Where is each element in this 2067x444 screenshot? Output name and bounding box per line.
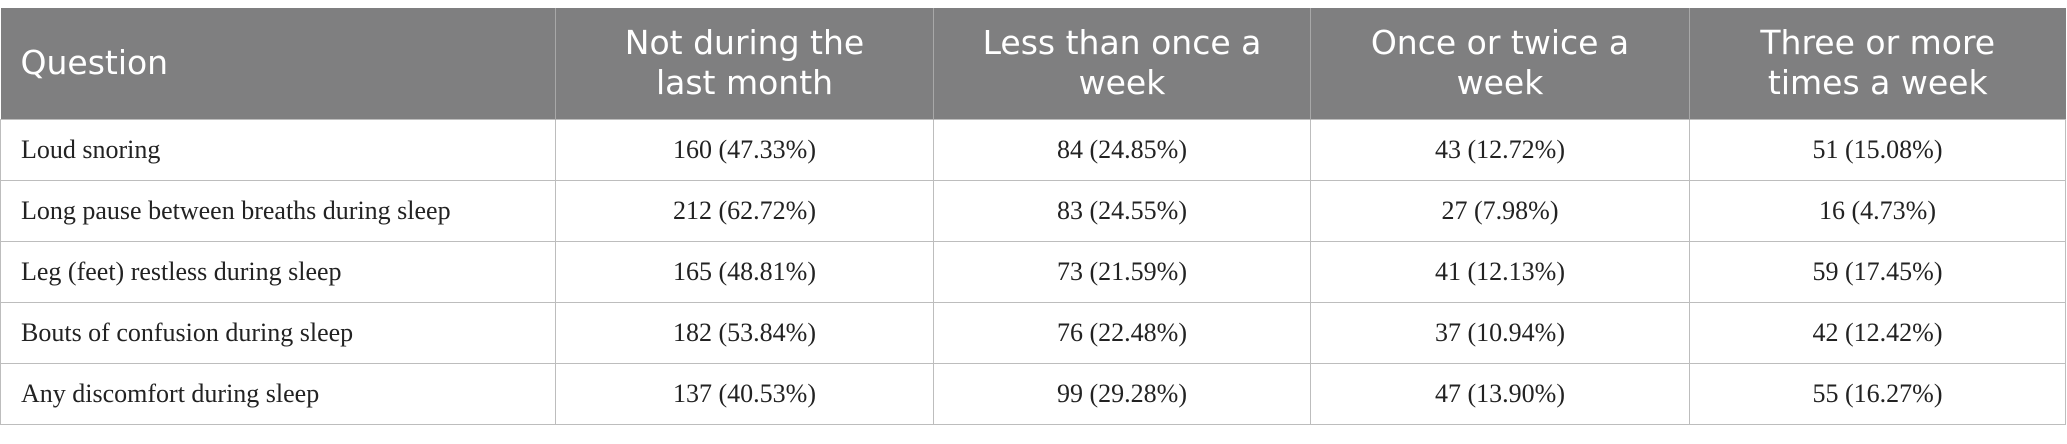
count-cell: 182 (53.84%) [555, 301, 934, 364]
count-cell: 59 (17.45%) [1689, 240, 2066, 303]
count-cell: 43 (12.72%) [1310, 118, 1690, 181]
data-table: Question Not during the last month Less th… [0, 8, 2066, 425]
table-row: Bouts of confusion during sleep 182 (53.8… [0, 301, 2066, 364]
count-cell: 160 (47.33%) [555, 118, 934, 181]
column-header: Once or twice a week [1310, 8, 1690, 119]
table-row: Long pause between breaths during sleep 2… [0, 179, 2066, 242]
question-cell: Long pause between breaths during sleep [0, 179, 556, 242]
question-cell: Any discomfort during sleep [0, 362, 556, 425]
column-header: Three or more times a week [1689, 8, 2066, 119]
table-head: Question Not during the last month Less th… [0, 8, 2066, 119]
column-header: Less than once a week [933, 8, 1311, 119]
table-row: Any discomfort during sleep 137 (40.53%) 9… [0, 362, 2066, 425]
count-cell: 137 (40.53%) [555, 362, 934, 425]
column-header: Question [0, 8, 556, 119]
question-cell: Bouts of confusion during sleep [0, 301, 556, 364]
table-row: Loud snoring 160 (47.33%) 84 (24.85%) 43 (1… [0, 118, 2066, 181]
table-row: Leg (feet) restless during sleep 165 (48.… [0, 240, 2066, 303]
count-cell: 73 (21.59%) [933, 240, 1311, 303]
question-cell: Loud snoring [0, 118, 556, 181]
header-row: Question Not during the last month Less th… [0, 8, 2066, 119]
count-cell: 37 (10.94%) [1310, 301, 1690, 364]
count-cell: 55 (16.27%) [1689, 362, 2066, 425]
column-header: Not during the last month [555, 8, 934, 119]
count-cell: 16 (4.73%) [1689, 179, 2066, 242]
count-cell: 84 (24.85%) [933, 118, 1311, 181]
question-cell: Leg (feet) restless during sleep [0, 240, 556, 303]
count-cell: 27 (7.98%) [1310, 179, 1690, 242]
count-cell: 47 (13.90%) [1310, 362, 1690, 425]
count-cell: 42 (12.42%) [1689, 301, 2066, 364]
count-cell: 76 (22.48%) [933, 301, 1311, 364]
count-cell: 83 (24.55%) [933, 179, 1311, 242]
count-cell: 41 (12.13%) [1310, 240, 1690, 303]
count-cell: 212 (62.72%) [555, 179, 934, 242]
count-cell: 165 (48.81%) [555, 240, 934, 303]
count-cell: 51 (15.08%) [1689, 118, 2066, 181]
table-body: Loud snoring 160 (47.33%) 84 (24.85%) 43 (1… [0, 118, 2066, 425]
count-cell: 99 (29.28%) [933, 362, 1311, 425]
